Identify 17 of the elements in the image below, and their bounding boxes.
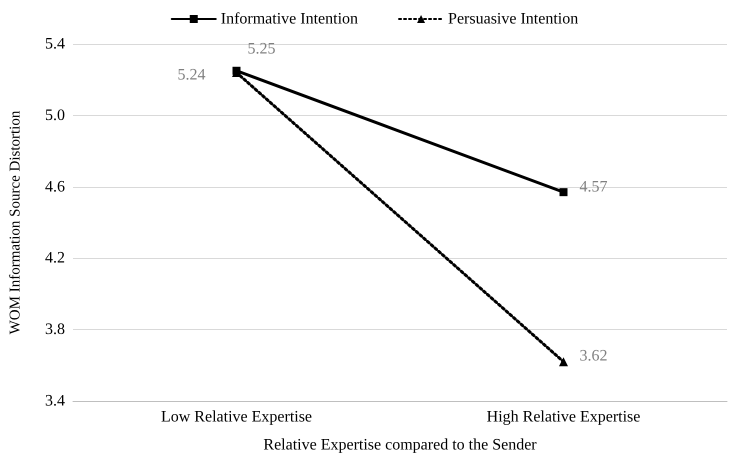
y-tick-label: 3.8 [45, 321, 65, 338]
data-label: 5.24 [178, 66, 206, 84]
data-label: 3.62 [580, 348, 608, 365]
x-tick-label: Low Relative Expertise [160, 408, 312, 426]
data-label: 4.57 [580, 178, 608, 196]
y-tick-label: 5.4 [45, 36, 65, 52]
y-tick-label: 4.2 [45, 250, 65, 267]
y-tick-label: 5.0 [45, 106, 65, 124]
data-label: 5.25 [248, 40, 276, 58]
point [560, 188, 568, 196]
y-axis-title: WOM Information Source Distortion [8, 110, 24, 334]
x-tick-label: High Relative Expertise [486, 408, 640, 426]
y-tick-label: 4.6 [45, 178, 65, 196]
y-tick-label: 3.4 [45, 392, 65, 410]
legend-label: Persuasive Intention [448, 10, 578, 28]
legend-label: Informative Intention [220, 10, 358, 28]
x-axis-title: Relative Expertise compared to the Sender [263, 436, 538, 454]
